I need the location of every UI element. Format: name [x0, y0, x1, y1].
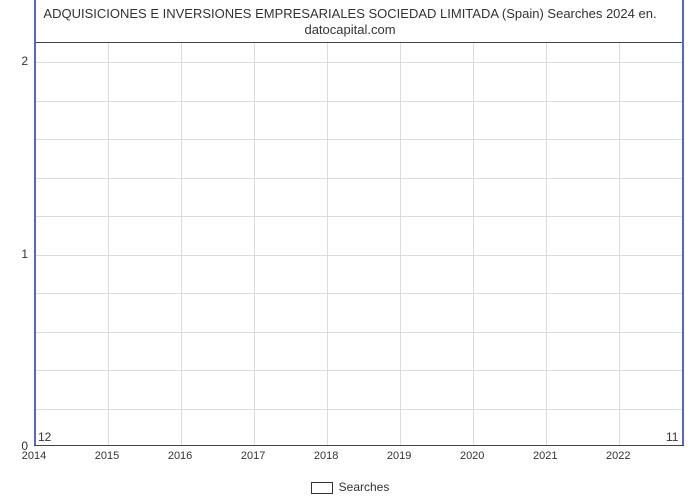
chart-container: ADQUISICIONES E INVERSIONES EMPRESARIALE… [0, 0, 700, 500]
ytick-label: 2 [8, 54, 28, 68]
legend: Searches [0, 480, 700, 494]
data-point-label-first: 12 [38, 430, 51, 444]
xtick-label: 2022 [606, 450, 630, 462]
legend-swatch [311, 482, 333, 494]
chart-title-line1: ADQUISICIONES E INVERSIONES EMPRESARIALE… [43, 6, 656, 21]
data-point-label-last: 11 [666, 430, 678, 444]
xtick-label: 2016 [168, 450, 192, 462]
data-line-layer [35, 43, 683, 445]
xtick-label: 2021 [533, 450, 557, 462]
plot-area [34, 42, 684, 446]
xtick-label: 2015 [95, 450, 119, 462]
xtick-label: 2019 [387, 450, 411, 462]
xtick-label: 2018 [314, 450, 338, 462]
ytick-label: 1 [8, 247, 28, 261]
ytick-label: 0 [8, 439, 28, 453]
chart-title: ADQUISICIONES E INVERSIONES EMPRESARIALE… [0, 6, 700, 39]
legend-label: Searches [339, 480, 390, 494]
chart-title-line2: datocapital.com [304, 22, 395, 37]
xtick-label: 2017 [241, 450, 265, 462]
data-polyline [35, 0, 683, 445]
xtick-label: 2020 [460, 450, 484, 462]
